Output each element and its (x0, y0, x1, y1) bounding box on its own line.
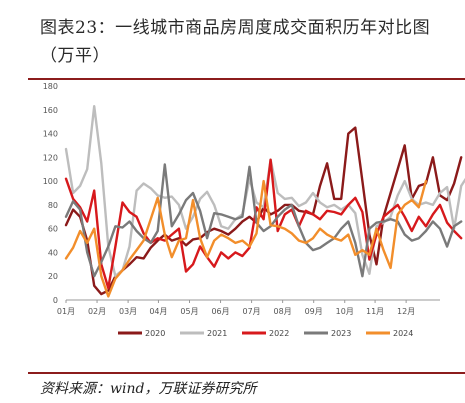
x-tick-label: 03月 (119, 307, 137, 316)
y-tick-label: 0 (53, 296, 58, 305)
series-line-2024 (64, 179, 428, 298)
y-tick-label: 100 (43, 177, 58, 186)
y-tick-label: 60 (48, 225, 58, 234)
x-tick-label: 09月 (305, 307, 323, 316)
chart-axes: 0 20 40 60 80 100 120 140 160 180 01月 02月 03月 04月 05月 0… (43, 82, 440, 316)
x-tick-label: 08月 (274, 307, 292, 316)
x-tick-label: 11月 (366, 307, 384, 316)
x-tick-label: 02月 (88, 307, 106, 316)
y-tick-label: 140 (43, 130, 58, 139)
chart-title: 图表23：一线城市商品房周度成交面积历年对比图（万平） (40, 18, 431, 66)
x-tick-label: 07月 (242, 307, 260, 316)
chart-series (64, 104, 465, 298)
y-tick-label: 160 (43, 106, 58, 115)
series-line-2022 (64, 158, 463, 290)
x-tick-label: 06月 (211, 307, 229, 316)
y-tick-label: 80 (48, 201, 58, 210)
y-tick-label: 120 (43, 153, 58, 162)
x-tick-label: 10月 (336, 307, 354, 316)
line-chart: 0 20 40 60 80 100 120 140 160 180 01月 02月 03月 04月 05月 0… (43, 82, 465, 338)
legend-label-2022: 2022 (269, 329, 289, 338)
legend-label-2024: 2024 (393, 329, 413, 338)
y-tick-label: 40 (48, 248, 58, 257)
chart-legend: 2020 2021 2022 2023 2024 (118, 329, 413, 338)
x-tick-label: 12月 (397, 307, 415, 316)
x-tick-label: 01月 (57, 307, 75, 316)
source-note: 资料来源：wind，万联证券研究所 (40, 381, 257, 397)
legend-label-2020: 2020 (145, 329, 165, 338)
legend-label-2023: 2023 (331, 329, 351, 338)
x-tick-label: 04月 (149, 307, 167, 316)
series-line-2023 (64, 163, 463, 278)
x-tick-label: 05月 (180, 307, 198, 316)
legend-label-2021: 2021 (207, 329, 227, 338)
y-tick-label: 180 (43, 82, 58, 91)
title-rule (28, 78, 465, 80)
source-rule (28, 372, 465, 374)
y-tick-label: 20 (48, 272, 58, 281)
